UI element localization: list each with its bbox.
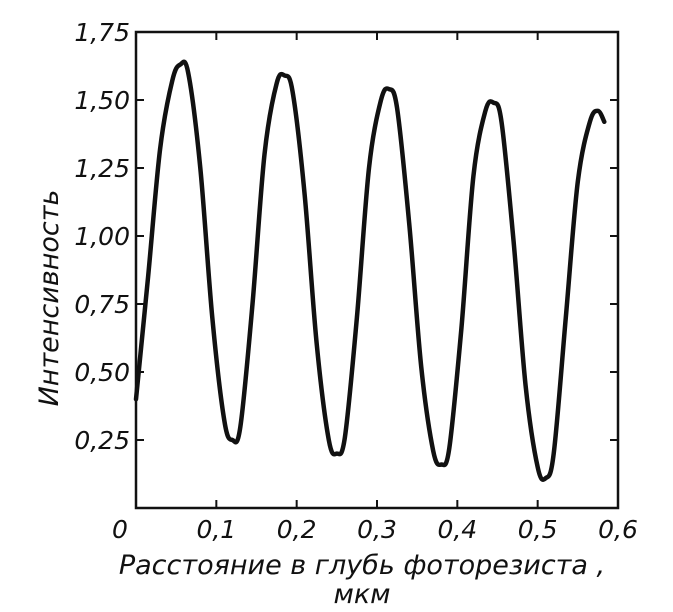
y-tick-label: 0,25 xyxy=(74,426,130,455)
y-tick-label: 0,50 xyxy=(74,358,130,387)
x-tick-label: 0,6 xyxy=(598,515,638,544)
x-axis-unit: мкм xyxy=(333,579,390,610)
x-tick-label: 0,2 xyxy=(277,515,317,544)
y-axis-title: Интенсивность xyxy=(34,190,65,407)
x-tick-label: 0,4 xyxy=(437,515,477,544)
y-tick-label: 1,50 xyxy=(74,86,130,115)
x-tick-label: 0,3 xyxy=(357,515,397,544)
y-tick-label: 0,75 xyxy=(74,290,130,319)
intensity-series-line xyxy=(133,59,607,482)
x-tick-label: 0 xyxy=(112,515,128,544)
y-tick-label: 1,00 xyxy=(74,222,130,251)
y-tick-label: 1,25 xyxy=(74,154,130,183)
x-tick-label: 0,5 xyxy=(518,515,558,544)
y-tick-label: 1,75 xyxy=(74,18,130,47)
x-tick-label: 0,1 xyxy=(196,515,236,544)
x-axis-title: Расстояние в глубь фоторезиста , xyxy=(119,550,605,581)
